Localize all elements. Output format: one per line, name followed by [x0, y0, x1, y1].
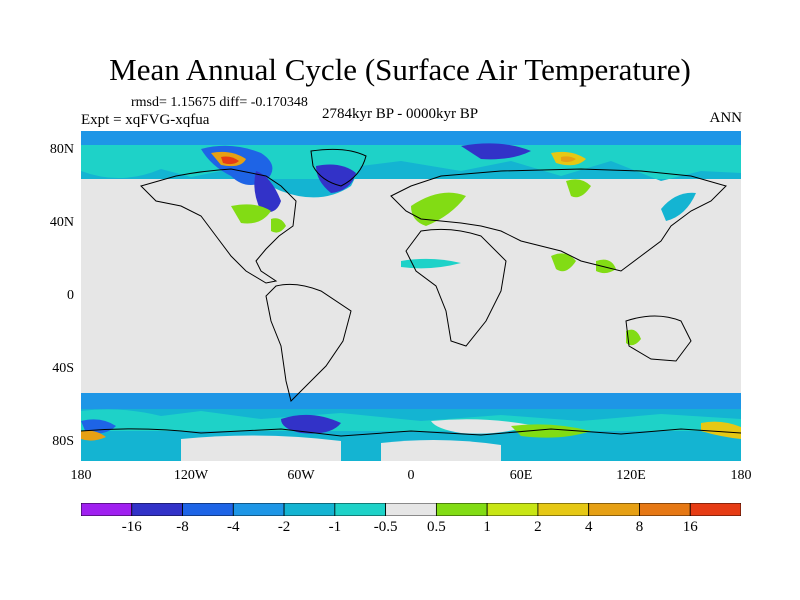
lat-label: 40S	[52, 361, 74, 376]
colorbar-swatch	[486, 502, 539, 517]
colorbar-swatch	[588, 502, 640, 517]
colorbar-label: -2	[277, 519, 291, 535]
lat-label: 80S	[52, 434, 74, 449]
colorbar-swatch	[283, 502, 336, 517]
colorbar-swatch	[689, 502, 742, 517]
colorbar-label: -8	[176, 519, 189, 535]
lon-label: 60W	[287, 468, 315, 483]
lat-label: 40N	[49, 215, 74, 230]
map-panel	[81, 131, 741, 461]
colorbar-swatch	[334, 502, 387, 517]
colorbar-label: 0.5	[427, 519, 446, 535]
season-label: ANN	[709, 110, 743, 126]
colorbar-swatch	[537, 502, 590, 517]
lon-label: 120W	[173, 468, 209, 483]
colorbar-label: 16	[682, 519, 698, 535]
eurasia-coast	[390, 168, 727, 272]
antarctic-anomaly-field	[81, 393, 741, 461]
plot-title: Mean Annual Cycle (Surface Air Temperatu…	[109, 52, 691, 87]
colorbar-swatch	[80, 502, 133, 517]
lon-label: 0	[407, 468, 415, 483]
lat-label: 0	[67, 288, 74, 303]
greenland-coast	[310, 148, 367, 187]
coastlines	[81, 148, 741, 437]
colorbar-label: -4	[227, 519, 240, 535]
arctic-anomaly-field	[81, 131, 741, 213]
colorbar-label: 8	[635, 519, 644, 535]
experiment-label: Expt = xqFVG-xqfua	[81, 112, 210, 128]
period-label: 2784kyr BP - 0000kyr BP	[322, 106, 479, 122]
lon-label: 60E	[509, 468, 533, 483]
antarctica-coast	[81, 428, 741, 437]
stats-text: rmsd= 1.15675 diff= -0.170348	[131, 95, 308, 110]
colorbar-label: 2	[534, 519, 542, 535]
colorbar-swatch	[131, 502, 183, 517]
positive-anomaly-patches	[231, 179, 696, 346]
australia-coast	[625, 315, 692, 362]
north-america-coast	[140, 168, 297, 284]
colorbar-swatch	[639, 502, 691, 517]
colorbar-label: -1	[328, 519, 342, 535]
colorbar	[80, 502, 742, 517]
colorbar-label: 1	[483, 519, 491, 535]
lon-label: 180	[70, 468, 92, 483]
lon-label: 180	[730, 468, 752, 483]
lon-label: 120E	[616, 468, 646, 483]
colorbar-swatch	[435, 502, 488, 517]
africa-coast	[405, 228, 507, 347]
lat-label: 80N	[49, 142, 74, 157]
colorbar-label: -16	[121, 519, 142, 535]
colorbar-label: 4	[584, 519, 593, 535]
colorbar-swatch	[182, 502, 234, 517]
colorbar-swatch	[385, 502, 437, 517]
colorbar-swatch	[232, 502, 285, 517]
colorbar-label: -0.5	[373, 519, 398, 535]
south-america-coast	[265, 283, 352, 402]
